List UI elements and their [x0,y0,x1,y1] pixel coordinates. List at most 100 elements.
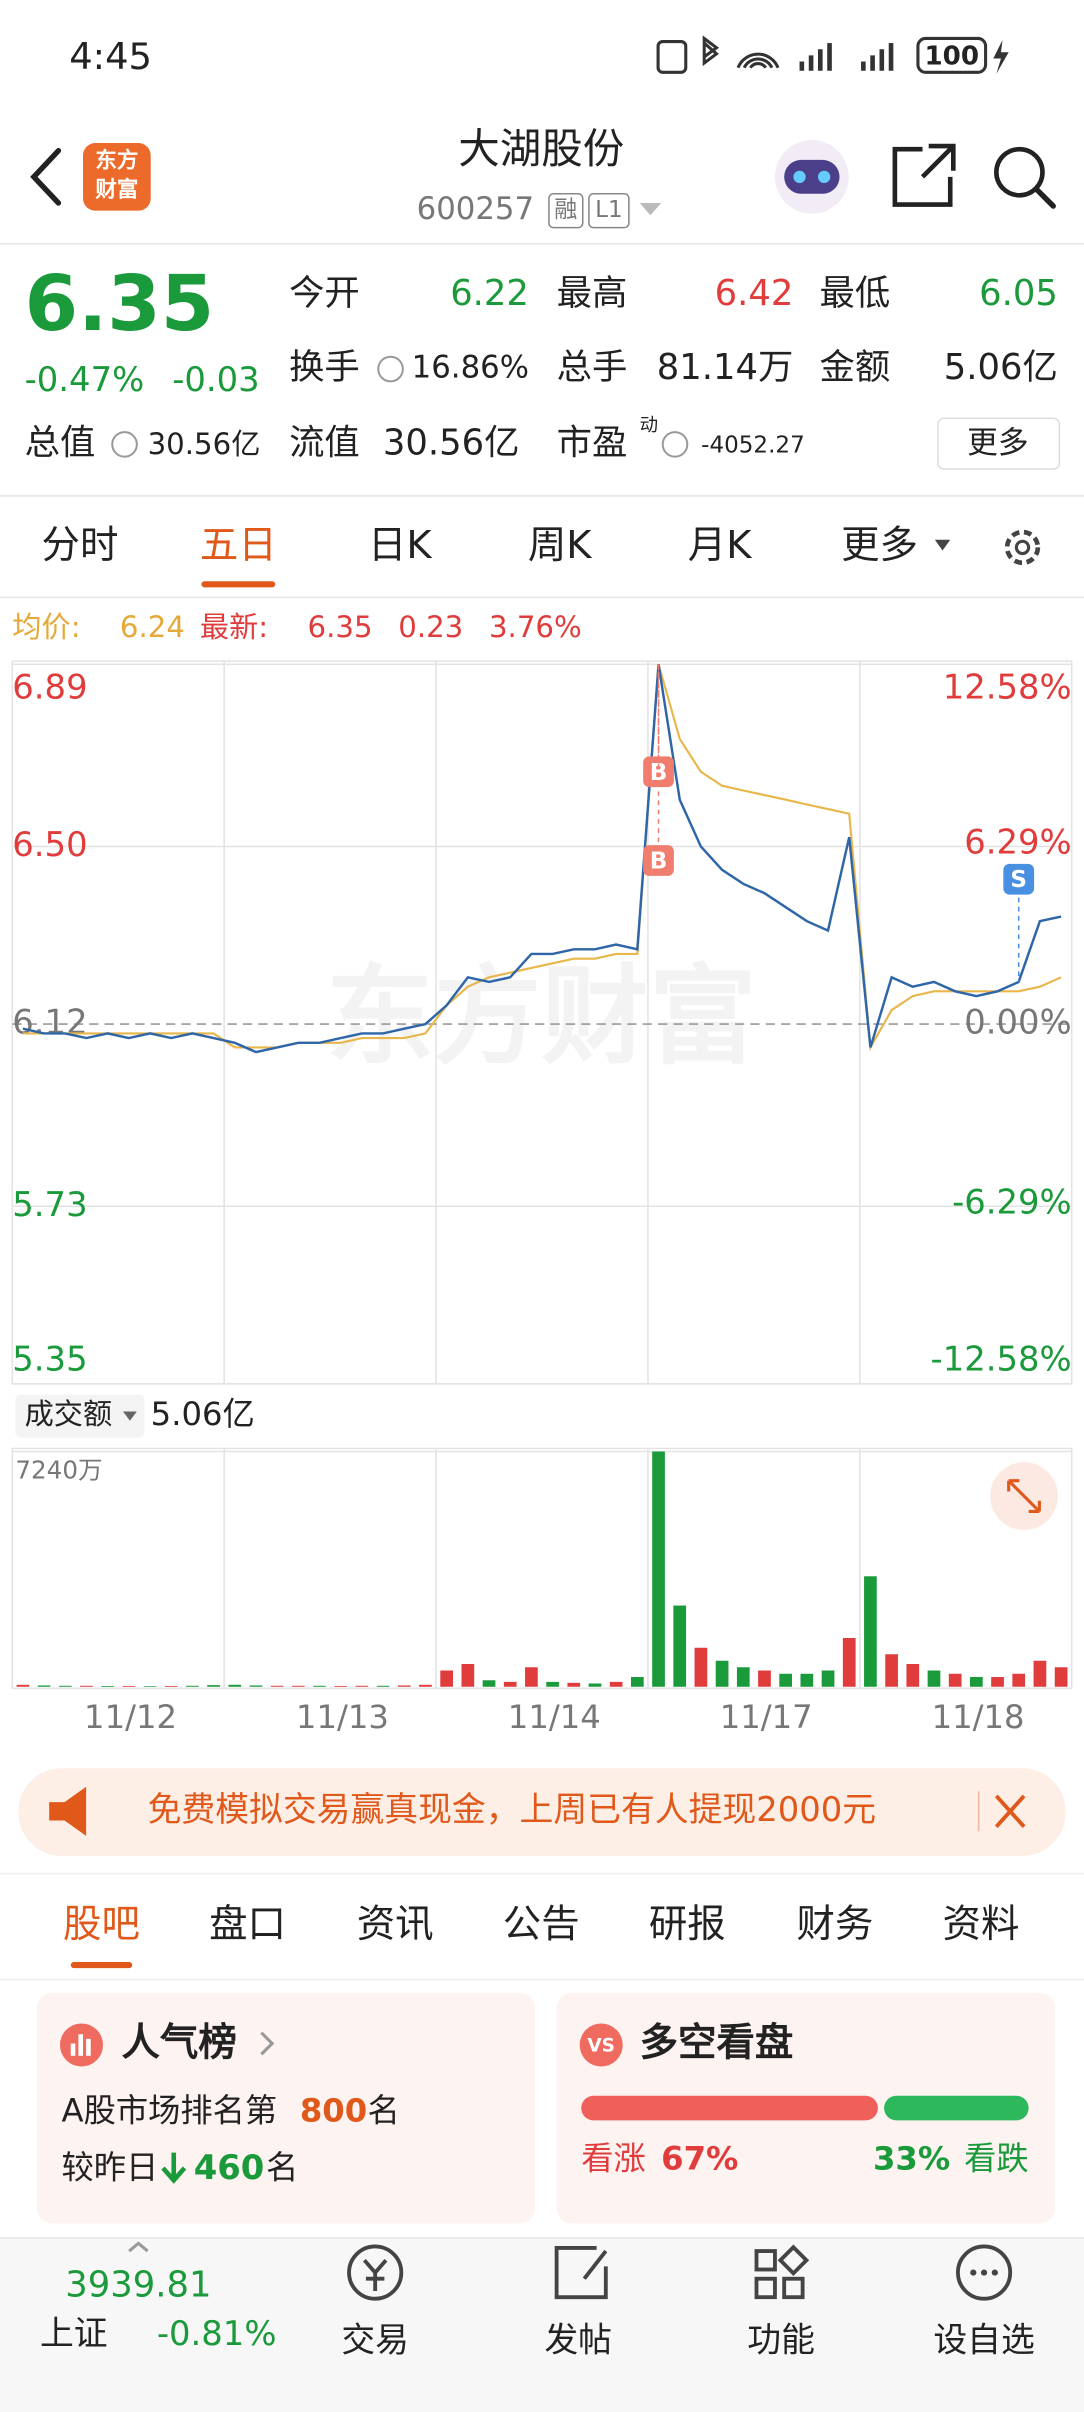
y2-tick-label: -6.29% [952,1182,1072,1221]
change-prefix: 较昨日 [62,2149,159,2187]
chart-tab[interactable]: 更多 [841,523,918,568]
tab-underline [70,1961,133,1969]
nav-label[interactable]: 交易 [341,2320,409,2359]
logo-text: 东方 [95,147,138,173]
divider [0,1872,1084,1875]
price-line [22,664,1062,1054]
volume-bar [694,1647,708,1687]
volume-bar [101,1685,115,1687]
volume-bar [419,1684,432,1687]
trade-marker-label: S [1010,867,1027,893]
trade-marker [643,756,674,788]
index-change[interactable]: -0.81% [157,2314,277,2353]
field-label: 流值 [289,422,360,463]
volume-bar [821,1670,835,1687]
volume-bar [673,1605,687,1687]
promo-banner[interactable] [18,1768,1066,1856]
logo-text: 财富 [95,177,138,203]
y2-tick-label: -12.58% [931,1339,1072,1378]
x-tick-label: 11/18 [932,1698,1025,1736]
logo [83,143,151,211]
field-value: 6.42 [715,273,794,314]
volume-bar [440,1670,454,1687]
sub-tab[interactable]: 研报 [649,1902,726,1947]
sub-tab[interactable]: 股吧 [63,1902,140,1947]
x-tick-label: 11/17 [720,1698,813,1736]
volume-bar [630,1677,644,1687]
battery [916,36,988,74]
volume-bar [503,1681,517,1687]
volume-bar [567,1682,581,1687]
field-value: 81.14万 [657,347,794,388]
back-button[interactable] [30,148,62,206]
volume-bar [1054,1667,1068,1687]
divider [0,495,1084,497]
y2-tick-label: 6.29% [964,823,1071,862]
sentiment-bar: 看涨 67% 看跌 33% [581,2095,1029,2177]
volume-bar [525,1667,538,1687]
chart-tab[interactable]: 月K [688,523,752,568]
chart-tab[interactable]: 日K [368,523,432,568]
field-value: 16.86% [412,350,529,386]
chart-tab[interactable]: 五日 [200,523,277,568]
nav-label[interactable]: 设自选 [933,2320,1034,2359]
sub-tab[interactable]: 公告 [503,1902,580,1947]
index-value[interactable]: 3939.81 [65,2264,211,2305]
last-value: 6.35 [308,610,373,644]
bottom-nav [0,2237,1084,2412]
megaphone-icon [49,1786,87,1836]
signal-icons [799,40,1009,74]
field-label: 最高 [557,273,628,314]
volume-selector[interactable] [15,1394,145,1438]
volume-bar [715,1660,729,1687]
y-tick-label: 7240万 [15,1455,102,1484]
chart-tab[interactable]: 周K [528,523,592,568]
volume-bar [58,1685,72,1687]
field-value: 30.56亿 [383,422,520,463]
popularity-card[interactable] [36,1992,536,2224]
sub-tab[interactable]: 资讯 [357,1902,434,1947]
close-button[interactable] [994,1794,1026,1828]
y-tick-label: 5.73 [12,1185,87,1224]
volume-bar [906,1664,920,1687]
sub-tab[interactable]: 盘口 [209,1902,286,1947]
volume-bar [1012,1673,1026,1687]
dropdown-arrow[interactable] [639,202,662,216]
index-name[interactable]: 上证 [40,2314,108,2353]
volume-bar [376,1685,390,1687]
trade-marker [643,845,674,876]
volume-bar [969,1677,983,1687]
tag: L1 [595,197,623,223]
share-icon[interactable] [892,143,956,207]
volume-bar [609,1681,623,1687]
volume-bar [37,1685,51,1687]
more-button[interactable] [937,417,1061,470]
trade-marker-label: B [650,849,668,875]
nav-icons [347,2244,1013,2301]
nav-label[interactable]: 功能 [747,2320,815,2359]
volume-bar [779,1673,793,1687]
volume-bar [864,1576,877,1687]
sub-tab[interactable]: 资料 [943,1902,1020,1947]
volume-bar [461,1664,475,1687]
last-change: 0.23 [398,610,463,644]
field-value: 6.22 [450,273,529,314]
dropdown-arrow [934,539,951,551]
search-icon[interactable] [994,146,1045,198]
volume-bar [991,1677,1004,1687]
volume-bar [588,1683,602,1687]
volume-bar [334,1685,348,1687]
card-title: 多空看盘 [640,2021,794,2066]
field-label: 最低 [820,273,891,314]
nav-label[interactable]: 发帖 [544,2320,612,2359]
sentiment-segment [884,2095,1029,2121]
sub-tab[interactable]: 财务 [796,1902,873,1947]
field-label: 总手 [557,347,628,388]
chart-tab[interactable]: 分时 [42,523,119,568]
volume-bar [800,1673,814,1687]
info-icons [111,355,689,458]
field-label: 金额 [820,347,891,388]
volume-chart-frame [11,1447,1073,1690]
battery-level: 100 [924,41,979,71]
